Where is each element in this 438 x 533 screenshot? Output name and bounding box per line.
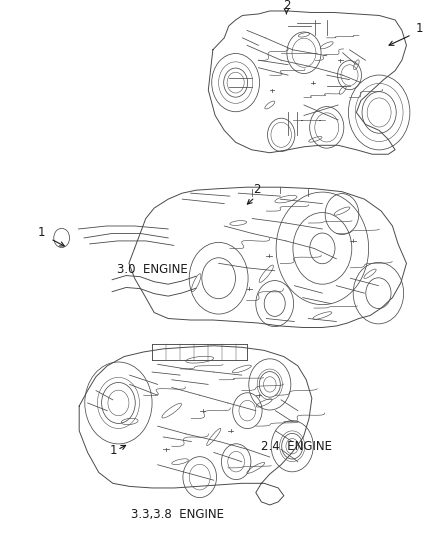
Text: 2: 2 [253,183,261,196]
Text: 1: 1 [38,225,46,239]
Text: 2.4  ENGINE: 2.4 ENGINE [261,440,332,454]
Text: 1: 1 [415,22,423,35]
Text: 1: 1 [109,444,117,457]
Text: 3.3,3.8  ENGINE: 3.3,3.8 ENGINE [131,508,224,521]
Text: 3.0  ENGINE: 3.0 ENGINE [117,263,188,276]
Text: 2: 2 [283,0,290,12]
